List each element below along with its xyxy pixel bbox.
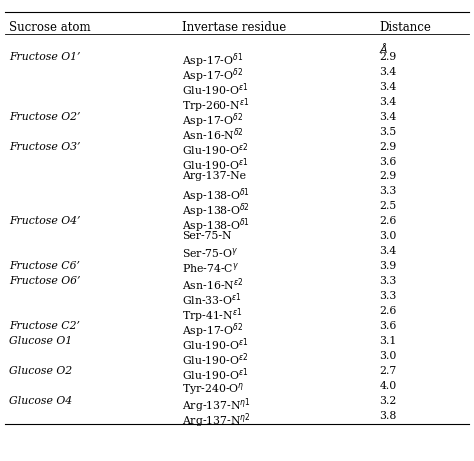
Text: Distance: Distance — [379, 21, 431, 34]
Text: 4.0: 4.0 — [379, 381, 396, 391]
Text: Asn-16-N$^{\varepsilon 2}$: Asn-16-N$^{\varepsilon 2}$ — [182, 277, 244, 293]
Text: 2.7: 2.7 — [379, 366, 396, 376]
Text: 3.4: 3.4 — [379, 66, 396, 77]
Text: Arg-137-N$^{\eta 2}$: Arg-137-N$^{\eta 2}$ — [182, 411, 251, 430]
Text: Asp-138-O$^{\delta 1}$: Asp-138-O$^{\delta 1}$ — [182, 187, 250, 205]
Text: Trp-41-N$^{\varepsilon 1}$: Trp-41-N$^{\varepsilon 1}$ — [182, 306, 243, 325]
Text: Asp-17-O$^{\delta 2}$: Asp-17-O$^{\delta 2}$ — [182, 66, 244, 85]
Text: Ser-75-N: Ser-75-N — [182, 231, 232, 242]
Text: 2.9: 2.9 — [379, 171, 396, 182]
Text: Glucose O1: Glucose O1 — [9, 337, 73, 346]
Text: 3.4: 3.4 — [379, 97, 396, 106]
Text: Invertase residue: Invertase residue — [182, 21, 287, 34]
Text: Phe-74-C$^{\gamma}$: Phe-74-C$^{\gamma}$ — [182, 261, 240, 275]
Text: 3.3: 3.3 — [379, 291, 397, 301]
Text: 2.6: 2.6 — [379, 217, 397, 226]
Text: Tyr-240-O$^{\eta}$: Tyr-240-O$^{\eta}$ — [182, 381, 245, 397]
Text: Fructose C2’: Fructose C2’ — [9, 321, 81, 331]
Text: Glu-190-O$^{\varepsilon 1}$: Glu-190-O$^{\varepsilon 1}$ — [182, 337, 249, 353]
Text: Gln-33-O$^{\varepsilon 1}$: Gln-33-O$^{\varepsilon 1}$ — [182, 291, 242, 308]
Text: Asn-16-N$^{\delta 2}$: Asn-16-N$^{\delta 2}$ — [182, 127, 245, 143]
Text: 3.5: 3.5 — [379, 127, 396, 136]
Text: 3.6: 3.6 — [379, 321, 397, 331]
Text: 3.3: 3.3 — [379, 277, 397, 286]
Text: Sucrose atom: Sucrose atom — [9, 21, 91, 34]
Text: 2.6: 2.6 — [379, 306, 397, 316]
Text: 3.4: 3.4 — [379, 82, 396, 92]
Text: Glu-190-O$^{\varepsilon 1}$: Glu-190-O$^{\varepsilon 1}$ — [182, 82, 249, 98]
Text: Asp-17-O$^{\delta 1}$: Asp-17-O$^{\delta 1}$ — [182, 52, 244, 70]
Text: 3.8: 3.8 — [379, 411, 397, 421]
Text: Fructose O1’: Fructose O1’ — [9, 52, 81, 62]
Text: Arg-137-N$^{\eta 1}$: Arg-137-N$^{\eta 1}$ — [182, 396, 251, 415]
Text: 3.6: 3.6 — [379, 157, 397, 166]
Text: Fructose O2’: Fructose O2’ — [9, 112, 81, 122]
Text: 3.4: 3.4 — [379, 112, 396, 122]
Text: 3.0: 3.0 — [379, 231, 397, 242]
Text: 3.3: 3.3 — [379, 187, 397, 196]
Text: Asp-17-O$^{\delta 2}$: Asp-17-O$^{\delta 2}$ — [182, 321, 244, 340]
Text: Glucose O2: Glucose O2 — [9, 366, 73, 376]
Text: Glu-190-O$^{\varepsilon 2}$: Glu-190-O$^{\varepsilon 2}$ — [182, 351, 249, 368]
Text: $\mathit{\AA}$: $\mathit{\AA}$ — [379, 41, 389, 55]
Text: Fructose C6’: Fructose C6’ — [9, 261, 81, 272]
Text: Trp-260-N$^{\varepsilon 1}$: Trp-260-N$^{\varepsilon 1}$ — [182, 97, 250, 115]
Text: Glu-190-O$^{\varepsilon 2}$: Glu-190-O$^{\varepsilon 2}$ — [182, 142, 249, 158]
Text: Fructose O4’: Fructose O4’ — [9, 217, 81, 226]
Text: 3.9: 3.9 — [379, 261, 396, 272]
Text: Glucose O4: Glucose O4 — [9, 396, 73, 406]
Text: 2.9: 2.9 — [379, 52, 396, 62]
Text: 2.9: 2.9 — [379, 142, 396, 152]
Text: Asp-138-O$^{\delta 1}$: Asp-138-O$^{\delta 1}$ — [182, 217, 250, 235]
Text: 3.0: 3.0 — [379, 351, 397, 361]
Text: Ser-75-O$^{\gamma}$: Ser-75-O$^{\gamma}$ — [182, 246, 238, 260]
Text: Fructose O6’: Fructose O6’ — [9, 277, 81, 286]
Text: 3.4: 3.4 — [379, 246, 396, 256]
Text: Glu-190-O$^{\varepsilon 1}$: Glu-190-O$^{\varepsilon 1}$ — [182, 157, 249, 173]
Text: Glu-190-O$^{\varepsilon 1}$: Glu-190-O$^{\varepsilon 1}$ — [182, 366, 249, 383]
Text: 3.2: 3.2 — [379, 396, 397, 406]
Text: Fructose O3’: Fructose O3’ — [9, 142, 81, 152]
Text: Asp-17-O$^{\delta 2}$: Asp-17-O$^{\delta 2}$ — [182, 112, 244, 130]
Text: Asp-138-O$^{\delta 2}$: Asp-138-O$^{\delta 2}$ — [182, 201, 250, 220]
Text: Arg-137-Ne: Arg-137-Ne — [182, 171, 246, 182]
Text: 2.5: 2.5 — [379, 201, 396, 212]
Text: 3.1: 3.1 — [379, 337, 397, 346]
